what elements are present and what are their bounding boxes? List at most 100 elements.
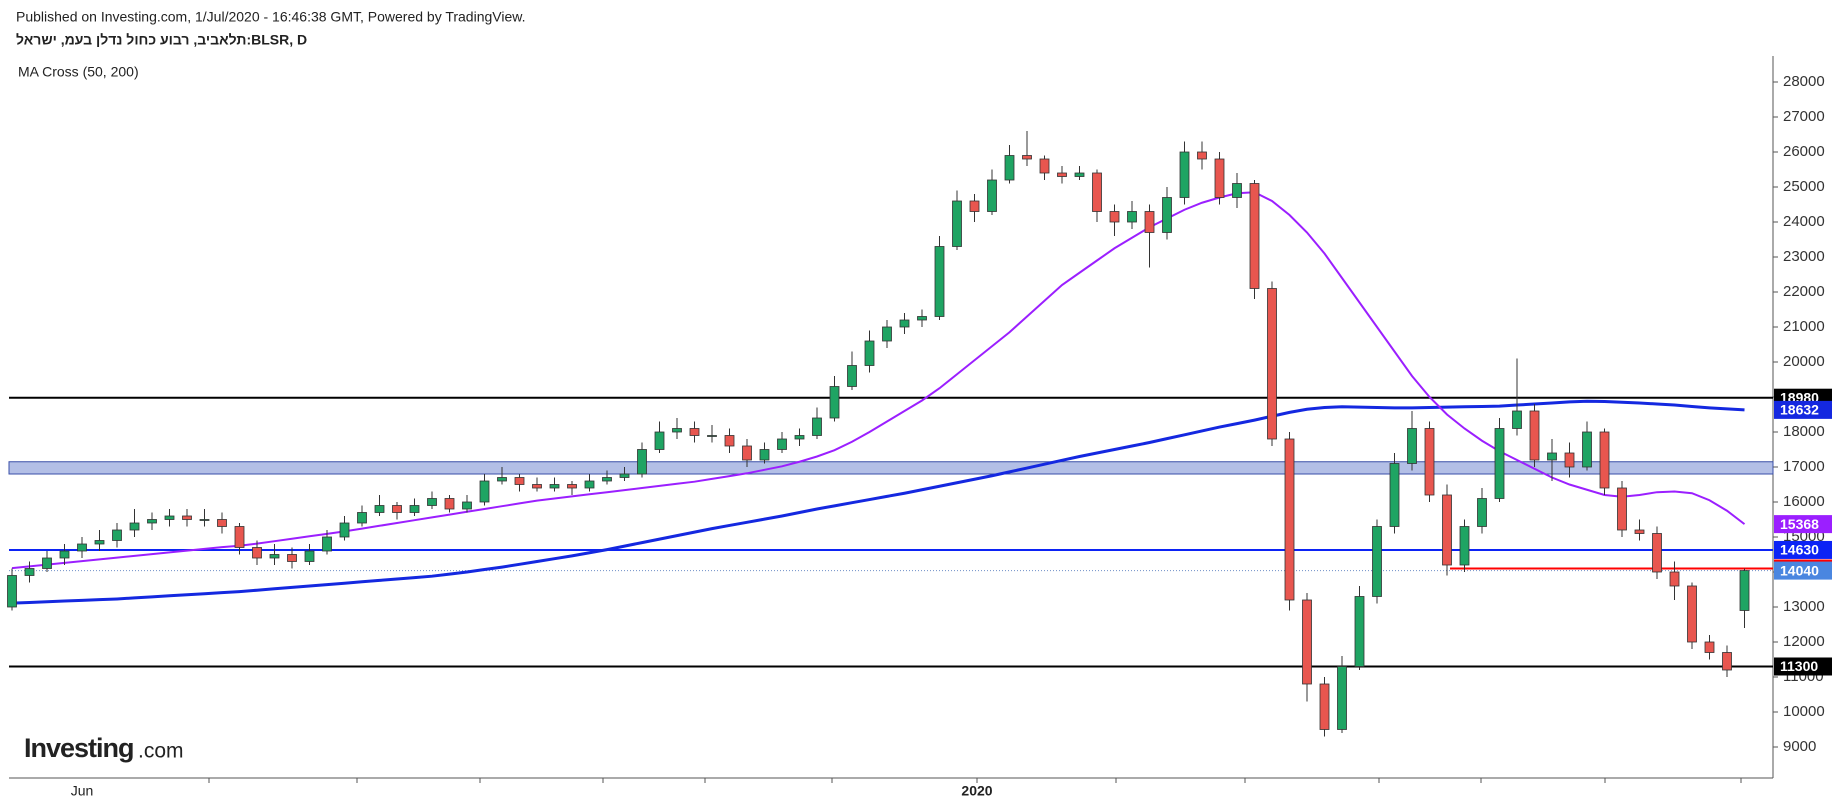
candle-body <box>567 484 577 489</box>
candle-body <box>1249 183 1260 289</box>
candle-body <box>94 540 105 545</box>
candle-body <box>864 340 875 366</box>
y-tick-label: 12000 <box>1783 633 1825 650</box>
candle-body <box>1179 151 1190 198</box>
candle-body <box>339 522 350 538</box>
candle-body <box>1092 172 1102 212</box>
candle-body <box>987 179 997 212</box>
y-tick-label: 9000 <box>1783 738 1816 755</box>
candle-body <box>392 505 402 513</box>
candle-body <box>1477 498 1487 527</box>
candle-body <box>1722 652 1732 671</box>
candle-body <box>1494 428 1505 499</box>
candle-body <box>1424 428 1435 496</box>
candle-body <box>322 536 332 552</box>
published-note: Published on Investing.com, 1/Jul/2020 -… <box>16 9 525 25</box>
price-tag: 18632 <box>1780 402 1819 418</box>
zone-band <box>8 461 1774 475</box>
candle-body <box>1004 155 1015 181</box>
candle-body <box>199 519 210 521</box>
candle-body <box>1652 533 1662 573</box>
candle-body <box>287 554 297 562</box>
candle-body <box>497 477 507 482</box>
candle-body <box>829 386 840 419</box>
candle-body <box>969 200 980 212</box>
candle-body <box>1617 487 1627 531</box>
candle-body <box>182 515 192 520</box>
y-tick-label: 21000 <box>1783 318 1825 335</box>
candle-body <box>899 319 910 328</box>
price-tag: 14630 <box>1780 542 1819 558</box>
y-tick-label: 16000 <box>1783 493 1825 510</box>
price-tag-bg <box>1774 515 1832 534</box>
candle-body <box>1109 211 1120 223</box>
candle-body <box>409 505 420 513</box>
price-tag-bg <box>1774 540 1832 559</box>
x-tick-label: Jun <box>71 783 94 799</box>
candle-body <box>1039 158 1050 174</box>
candle-body <box>654 431 665 450</box>
candle-body <box>1232 183 1242 198</box>
candle-body <box>707 435 717 437</box>
y-tick-label: 18000 <box>1783 423 1825 440</box>
candle-body <box>1599 431 1610 489</box>
y-tick-label: 20000 <box>1783 353 1825 370</box>
candle-body <box>1337 666 1347 730</box>
candle-body <box>374 505 385 513</box>
candle-body <box>1267 288 1277 440</box>
candle-body <box>759 449 770 461</box>
y-tick-label: 23000 <box>1783 248 1825 265</box>
candle-body <box>777 438 787 450</box>
candle-body <box>934 246 945 317</box>
candle-body <box>514 477 525 485</box>
candle-body <box>1162 197 1172 233</box>
logo: Investing .com <box>24 733 184 763</box>
y-tick-label: 27000 <box>1783 108 1825 125</box>
candle-body <box>1582 431 1592 468</box>
candle-body <box>1057 172 1067 177</box>
candle-body <box>112 529 122 541</box>
candle-body <box>672 428 682 433</box>
candle-body <box>1669 571 1680 587</box>
y-tick-label: 24000 <box>1783 213 1825 230</box>
candle-body <box>1022 155 1032 160</box>
candle-body <box>1547 452 1557 461</box>
candle-body <box>1354 596 1365 667</box>
candle-body <box>584 480 595 489</box>
price-tag-bg <box>1774 561 1832 580</box>
candle-body <box>479 480 490 503</box>
price-tag-bg <box>1774 657 1832 676</box>
candle-body <box>619 473 630 478</box>
candle-body <box>217 519 227 527</box>
candle-body <box>42 557 52 569</box>
candle-body <box>882 326 892 342</box>
candle-body <box>269 554 280 559</box>
candle-body <box>952 200 962 247</box>
candle-body <box>1407 428 1417 464</box>
candle-body <box>917 316 927 321</box>
candle-body <box>147 519 157 524</box>
logo-suffix: .com <box>138 740 184 763</box>
y-tick-label: 17000 <box>1783 458 1825 475</box>
y-tick-label: 28000 <box>1783 73 1825 90</box>
price-tag: 14040 <box>1780 562 1819 578</box>
candle-body <box>637 449 647 475</box>
x-tick-label: 2020 <box>961 783 992 799</box>
candle-body <box>1144 211 1155 233</box>
candle-body <box>252 547 262 559</box>
candle-body <box>1214 158 1225 198</box>
candle-body <box>1442 494 1452 566</box>
candle-body <box>1704 641 1715 653</box>
candle-body <box>1512 410 1522 429</box>
candle-body <box>1372 526 1382 597</box>
candle-body <box>77 543 87 552</box>
candle-body <box>234 526 245 548</box>
candle-body <box>1197 151 1207 160</box>
candle-body <box>7 575 17 608</box>
candle-body <box>1564 452 1575 468</box>
y-tick-label: 25000 <box>1783 178 1825 195</box>
candle-body <box>689 428 700 436</box>
y-tick-label: 26000 <box>1783 143 1825 160</box>
y-tick-label: 10000 <box>1783 703 1825 720</box>
